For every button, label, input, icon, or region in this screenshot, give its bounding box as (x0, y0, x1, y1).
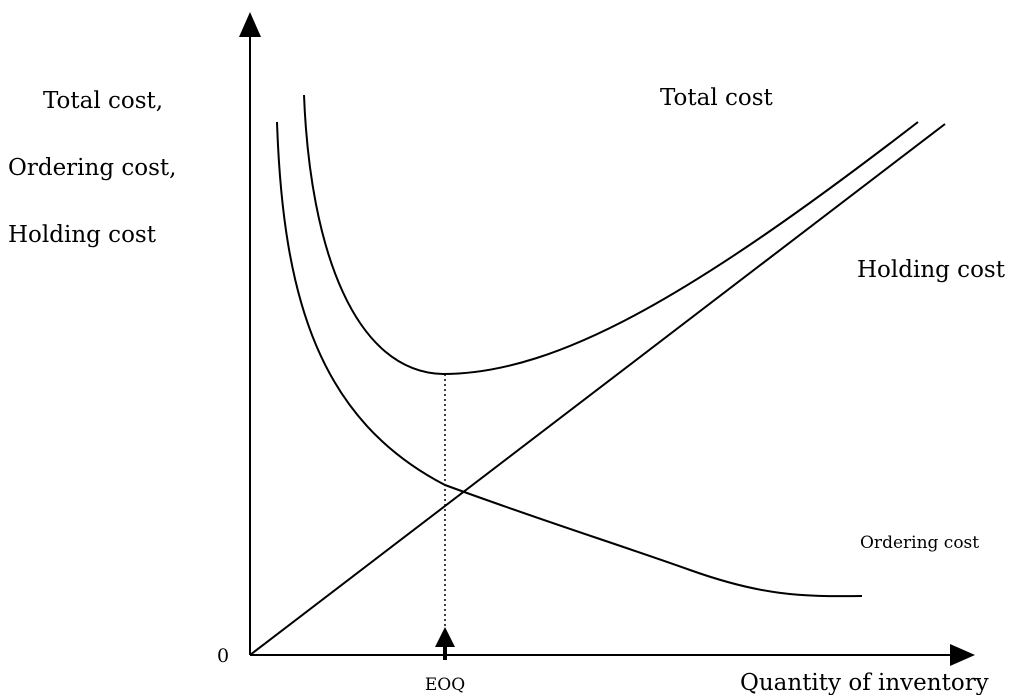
origin-label: 0 (217, 645, 229, 667)
y-axis-label-line-2: Ordering cost, (8, 155, 176, 181)
eoq-label: EOQ (425, 675, 465, 695)
total-cost-curve (303, 94, 919, 376)
holding-cost-label: Holding cost (857, 257, 1006, 283)
y-axis-arrowhead (239, 12, 261, 37)
x-axis-arrowhead (950, 644, 975, 666)
holding-cost-line (249, 123, 946, 656)
ordering-cost-curve (276, 121, 863, 598)
y-axis-label-line-3: Holding cost (8, 222, 157, 248)
total-cost-label: Total cost (660, 85, 774, 111)
ordering-cost-label: Ordering cost (860, 533, 979, 553)
x-axis-label: Quantity of inventory (740, 670, 989, 695)
eoq-arrow-icon (435, 627, 455, 647)
y-axis-label-line-1: Total cost, (43, 88, 163, 114)
